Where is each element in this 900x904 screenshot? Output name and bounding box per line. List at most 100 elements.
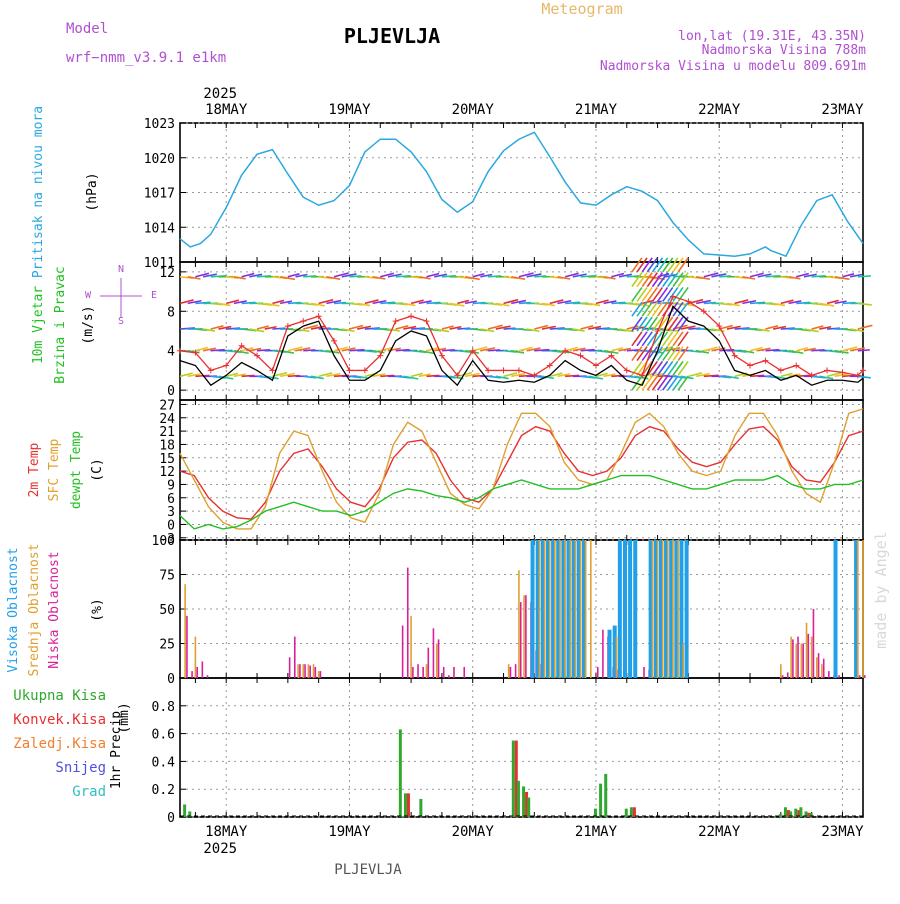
temperature-ytick-label: 21 <box>159 425 175 440</box>
watermark: made by Angel <box>872 531 890 648</box>
wind-barb <box>647 376 657 390</box>
total-precip-bar <box>779 814 782 817</box>
wind-barb <box>727 303 740 305</box>
meteogram-label: Meteogram <box>541 0 622 18</box>
low-cloud-bar <box>309 666 311 678</box>
day-label-bottom: 22MAY <box>698 824 741 840</box>
wind-barb <box>663 376 673 390</box>
day-label-top: 18MAY <box>205 102 248 118</box>
low-cloud-bar <box>828 671 830 678</box>
mid-cloud-bar <box>821 664 823 678</box>
mid-cloud-bar <box>195 637 197 678</box>
precip-unit: (mm) <box>117 702 132 733</box>
sfc-ylabel: SFC Temp <box>47 439 62 502</box>
temperature-ytick-label: 0 <box>167 518 175 533</box>
high-cloud-bar <box>531 540 535 678</box>
mid-cloud-bar <box>780 664 782 678</box>
wind-barb <box>188 277 201 279</box>
total-precip-bar <box>527 798 530 817</box>
mid-cloud-bar <box>811 637 813 678</box>
low-cloud-bar <box>797 637 799 678</box>
low-cloud-bar <box>402 626 404 678</box>
wind-barb <box>311 376 324 378</box>
wind-barb <box>652 287 662 301</box>
day-label-bottom: 20MAY <box>452 824 495 840</box>
wind-barb <box>652 376 662 390</box>
wind-barb <box>496 376 509 378</box>
precip-legend-item: Ukupna Kisa <box>13 688 106 704</box>
altitude-label: Nadmorska Visina 788m <box>702 43 867 58</box>
wind-barb <box>342 329 355 331</box>
low-cloud-bar <box>304 664 306 678</box>
temperature-ytick-label: 24 <box>159 412 175 427</box>
low-cloud-bar <box>320 671 322 678</box>
mid-cloud-bar <box>652 540 654 678</box>
wind-barb <box>658 332 668 346</box>
wind-barb <box>658 287 668 301</box>
mid-cloud-bar <box>523 595 525 678</box>
model-altitude-label: Nadmorska Visina u modelu 809.691m <box>600 59 866 74</box>
high-cloud-bar <box>623 540 627 678</box>
precip-ytick-label: 0.2 <box>152 783 175 798</box>
high-cloud-bar <box>618 540 622 678</box>
mid-cloud-bar <box>857 540 859 678</box>
temperature-ytick-label: 15 <box>159 452 175 467</box>
wind-barb <box>637 332 647 346</box>
mid-cloud-bar <box>549 540 551 678</box>
pressure-ytick-label: 1020 <box>144 152 175 167</box>
wind-barb <box>858 325 873 329</box>
mid-cloud-bar <box>616 637 618 678</box>
cloud-unit: (%) <box>90 598 105 621</box>
wind-barb <box>668 376 678 390</box>
wind-barb <box>632 273 642 287</box>
day-label-bottom: 18MAY <box>205 824 248 840</box>
wind-barb <box>652 361 662 375</box>
pressure-ytick-label: 1017 <box>144 187 175 202</box>
mid-cloud-bar <box>544 540 546 678</box>
conv-precip-bar <box>407 793 410 817</box>
total-precip-bar <box>599 784 602 817</box>
low-cloud-bar <box>299 664 301 678</box>
low-cloud-bar <box>463 667 465 678</box>
wind-barb <box>527 329 540 331</box>
temperature-unit: (C) <box>90 458 105 481</box>
temperature-ytick-label: 3 <box>167 505 175 520</box>
low-cloud-bar <box>433 628 435 678</box>
wind-barb <box>652 273 662 287</box>
low-cloud-bar <box>859 675 861 678</box>
high-cloud-bar <box>628 540 632 678</box>
wind-barb <box>668 361 678 375</box>
wind-ylabel: 10m Vjetar <box>31 286 46 364</box>
mid-cloud-bar <box>518 570 520 678</box>
precip-frame <box>180 678 863 817</box>
pressure-line <box>180 132 863 256</box>
mid-cloud-bar <box>677 540 679 678</box>
precip-ytick-label: 0.4 <box>152 755 176 770</box>
wind-barb <box>673 361 683 375</box>
wind-barb <box>647 302 657 316</box>
mid-cloud-bar <box>559 540 561 678</box>
wind-barb <box>632 287 642 301</box>
high-cloud-bar <box>834 540 838 678</box>
day-label-bottom: 21MAY <box>575 824 618 840</box>
low-cloud-bar <box>525 595 527 678</box>
day-label-bottom: 19MAY <box>328 824 371 840</box>
temperature-ytick-label: 9 <box>167 478 175 493</box>
day-label-top: 21MAY <box>575 102 618 118</box>
dewpt-ylabel: dewpt Temp <box>69 431 84 509</box>
wind-barb <box>663 361 673 375</box>
year-label-top: 2025 <box>203 86 237 102</box>
wind-barb <box>542 303 555 305</box>
low-cloud-bar <box>422 667 424 678</box>
low-cloud-bar <box>289 657 291 678</box>
wind-barb <box>673 332 683 346</box>
low-cloud-bar <box>838 675 840 678</box>
mid-cloud-bar <box>580 540 582 678</box>
mid-cloud-bar <box>569 540 571 678</box>
precip-bars <box>183 729 813 817</box>
high-cloud-bar <box>633 540 637 678</box>
precip-ytick-label: 0.6 <box>152 728 175 743</box>
